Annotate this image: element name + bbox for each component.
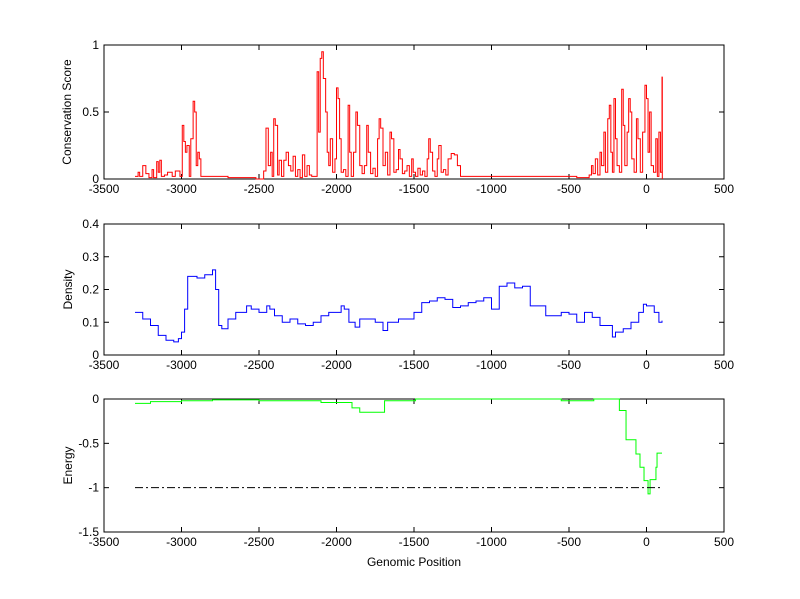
x-tick-label: 0 — [643, 358, 650, 372]
x-tick-label: -3000 — [166, 535, 197, 549]
subplot-1: -3500 -3000 -2500 -2000 -1500 -1000 -500 0 500 0 0… — [60, 38, 734, 196]
x-tick-label: -2000 — [321, 535, 352, 549]
x-tick-label: -1000 — [476, 535, 507, 549]
y-axis-label: Conservation Score — [60, 59, 74, 165]
y-tick-label: -1 — [88, 481, 99, 495]
x-tick-label: -2500 — [244, 358, 275, 372]
x-tick-label: -500 — [557, 535, 581, 549]
y-tick-label: 0 — [92, 172, 99, 186]
x-tick-label: -1500 — [399, 535, 430, 549]
x-tick-label: -3500 — [89, 358, 120, 372]
y-axis-label: Energy — [61, 446, 75, 484]
x-tick-label: -500 — [557, 182, 581, 196]
x-tick-label: 500 — [714, 535, 734, 549]
x-tick-label: -1500 — [399, 182, 430, 196]
x-tick-label: -1500 — [399, 358, 430, 372]
y-tick-label: 0.3 — [82, 250, 99, 264]
x-tick-label: -2000 — [321, 182, 352, 196]
y-tick-label: 1 — [92, 38, 99, 52]
x-tick-label: -2500 — [244, 182, 275, 196]
x-axis-label: Genomic Position — [367, 555, 461, 569]
x-tick-label: -2000 — [321, 358, 352, 372]
y-tick-label: 0 — [92, 348, 99, 362]
x-tick-label: -3000 — [166, 358, 197, 372]
y-tick-label: 0.5 — [82, 105, 99, 119]
x-tick-label: -3500 — [89, 535, 120, 549]
subplot-3: -3500 -3000 -2500 -2000 -1500 -1000 -500 0 500 -1… — [61, 392, 734, 569]
x-tick-label: 500 — [714, 182, 734, 196]
series-conservation — [135, 51, 663, 180]
x-tick-label: -1000 — [476, 358, 507, 372]
x-tick-label: 0 — [643, 182, 650, 196]
x-tick-label: -2500 — [244, 535, 275, 549]
y-tick-label: -1.5 — [78, 525, 99, 539]
x-tick-label: -3500 — [89, 182, 120, 196]
axes-box — [103, 398, 725, 533]
y-tick-label: 0.1 — [82, 315, 99, 329]
axes-box — [103, 44, 725, 180]
y-tick-label: 0 — [92, 392, 99, 406]
y-tick-label: 0.2 — [82, 283, 99, 297]
x-tick-label: 500 — [714, 358, 734, 372]
y-tick-label: 0.4 — [82, 217, 99, 231]
x-tick-label: -500 — [557, 358, 581, 372]
axes-box — [103, 223, 725, 356]
subplot-2: -3500 -3000 -2500 -2000 -1500 -1000 -500 0 500 0 0… — [61, 217, 734, 372]
y-axis-label: Density — [61, 269, 75, 309]
series-energy — [135, 398, 662, 495]
x-tick-label: -3000 — [166, 182, 197, 196]
x-tick-label: -1000 — [476, 182, 507, 196]
x-tick-label: 0 — [643, 535, 650, 549]
series-density — [135, 269, 663, 343]
y-tick-label: -0.5 — [78, 436, 99, 450]
